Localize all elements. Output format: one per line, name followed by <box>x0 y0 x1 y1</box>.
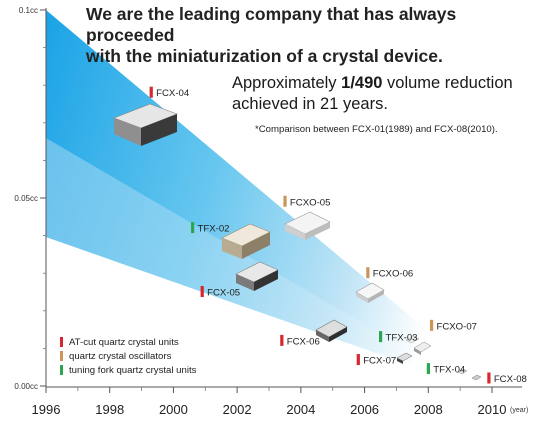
point-label: FCX-04 <box>156 88 190 99</box>
legend-swatch-tuning-fork <box>60 365 63 375</box>
point-label: TFX-02 <box>198 224 230 235</box>
point-marker <box>356 354 360 366</box>
device-illustrations <box>113 103 482 381</box>
data-point-fcxo-07: FCXO-07 <box>429 319 477 332</box>
legend-swatch-at-cut <box>60 337 63 347</box>
headline-line-1: We are the leading company that has alwa… <box>86 4 457 45</box>
data-point-tfx-03: TFX-03 <box>379 331 418 344</box>
x-ticks: 1996 1998 2000 2002 2004 2006 2008 2010 <box>32 387 507 417</box>
point-label: FCXO-05 <box>290 197 331 208</box>
point-label: TFX-03 <box>386 333 418 344</box>
y-tick-label: 0.05cc <box>14 194 38 203</box>
x-axis-unit: (year) <box>510 407 528 414</box>
point-label: FCX-06 <box>287 336 320 347</box>
y-tick-label: 0.00cc <box>14 382 38 391</box>
point-marker <box>379 331 383 343</box>
x-tick-label: 2008 <box>414 402 443 417</box>
point-marker <box>429 319 434 331</box>
data-points: FCX-04 FCX-05 FCX-06 FCX-07 FCX-08 FCXO-05 FCX… <box>149 86 527 385</box>
device-fcx-06 <box>315 319 348 342</box>
device-fcxo-07 <box>405 335 420 344</box>
x-tick-label: 1998 <box>95 402 124 417</box>
subhead-line-1: Approximately 1/490 volume reduction <box>232 73 532 94</box>
x-tick-label: 2004 <box>286 402 315 417</box>
x-tick-label: 2006 <box>350 402 379 417</box>
data-point-tfx-04: TFX-04 <box>426 363 466 376</box>
device-tfx-03 <box>413 341 432 355</box>
device-fcx-08 <box>471 374 482 381</box>
data-point-fcxo-06: FCXO-06 <box>366 267 413 280</box>
device-fcx-05 <box>235 261 279 291</box>
data-point-fcxo-05: FCXO-05 <box>283 195 331 208</box>
point-marker <box>149 86 153 98</box>
device-fcxo-06 <box>355 282 385 303</box>
subhead-ratio: 1/490 <box>341 74 383 92</box>
legend-swatch-oscillator <box>60 351 63 361</box>
point-marker <box>191 222 195 234</box>
point-marker <box>283 195 287 207</box>
legend-label-oscillator: quartz crystal oscillators <box>69 350 172 362</box>
data-point-tfx-02: TFX-02 <box>191 222 230 235</box>
y-tick-label: 0.1cc <box>19 6 38 15</box>
data-point-fcx-04: FCX-04 <box>149 86 190 99</box>
comparison-note: *Comparison between FCX-01(1989) and FCX… <box>255 124 498 135</box>
legend: AT-cut quartz crystal units quartz cryst… <box>60 335 196 377</box>
device-fcx-07 <box>396 352 413 364</box>
y-ticks: 0.00cc 0.05cc 0.1cc <box>14 6 46 391</box>
legend-item-at-cut: AT-cut quartz crystal units <box>60 335 196 349</box>
subhead-suffix: volume reduction <box>382 74 513 92</box>
point-label: FCXO-07 <box>436 321 477 332</box>
subhead-line-2: achieved in 21 years. <box>232 95 388 113</box>
device-fcx-04 <box>113 103 178 146</box>
point-label: FCX-08 <box>494 374 527 385</box>
x-tick-label: 2010 <box>478 402 507 417</box>
subhead: Approximately 1/490 volume reduction ach… <box>232 73 532 115</box>
legend-label-tuning-fork: tuning fork quartz crystal units <box>69 364 197 376</box>
point-marker <box>366 267 370 279</box>
device-fcxo-05 <box>284 211 331 240</box>
legend-item-tuning-fork: tuning fork quartz crystal units <box>60 363 196 377</box>
point-marker <box>200 286 204 297</box>
point-label: FCX-07 <box>363 356 396 367</box>
point-marker <box>280 334 284 346</box>
x-tick-label: 2000 <box>159 402 188 417</box>
x-tick-label: 2002 <box>223 402 252 417</box>
headline-line-2: with the miniaturization of a crystal de… <box>86 46 443 66</box>
data-point-fcx-06: FCX-06 <box>280 334 320 347</box>
legend-item-oscillator: quartz crystal oscillators <box>60 349 196 363</box>
legend-label-at-cut: AT-cut quartz crystal units <box>69 336 179 348</box>
point-marker <box>426 363 430 375</box>
trend-wedge-lower <box>46 138 470 386</box>
subhead-prefix: Approximately <box>232 74 342 92</box>
point-label: TFX-04 <box>433 365 466 376</box>
device-tfx-04 <box>457 368 468 375</box>
device-tfx-02 <box>221 223 271 259</box>
data-point-fcx-05: FCX-05 <box>200 286 240 299</box>
point-marker <box>487 372 491 384</box>
point-label: FCX-05 <box>207 288 240 299</box>
headline: We are the leading company that has alwa… <box>86 4 526 67</box>
x-tick-label: 1996 <box>32 402 61 417</box>
data-point-fcx-08: FCX-08 <box>487 372 527 385</box>
point-label: FCXO-06 <box>373 269 414 280</box>
data-point-fcx-07: FCX-07 <box>356 354 396 367</box>
